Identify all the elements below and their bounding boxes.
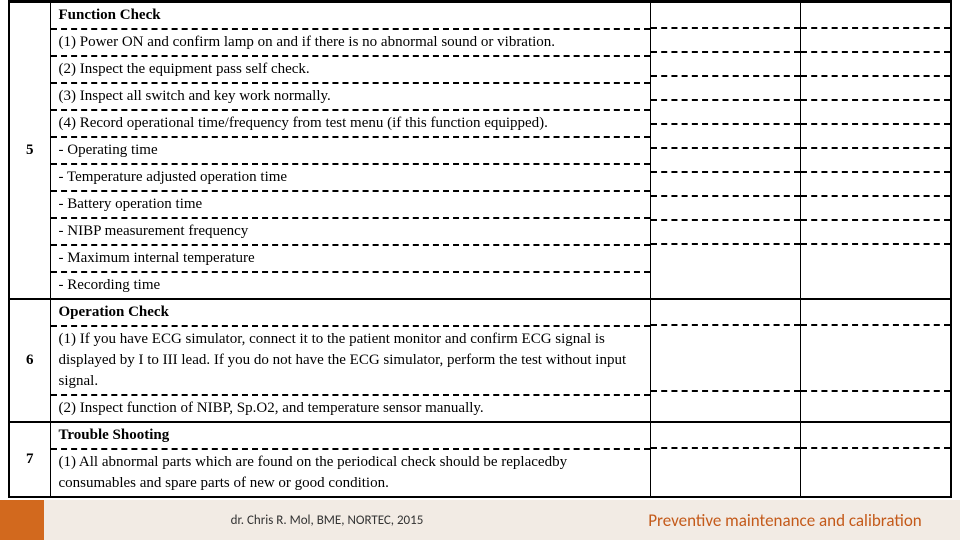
blank-cell [801,27,951,51]
blank-cell [801,3,951,27]
blank-cell [651,99,800,123]
checklist-item: - Battery operation time [51,190,650,217]
blank-cell [801,171,951,195]
blank-cell [801,219,951,243]
table-row: 7 Trouble Shooting (1) All abnormal part… [10,422,950,496]
blank-cell [801,99,951,123]
check-col-1 [650,3,800,299]
slide-footer: dr. Chris R. Mol, BME, NORTEC, 2015 Prev… [0,500,960,540]
blank-cell [801,390,951,414]
blank-cell [801,300,951,324]
blank-cell [651,447,800,491]
blank-cell [801,147,951,171]
checklist-table-wrap: 5 Function Check (1) Power ON and confir… [8,0,952,498]
blank-cell [801,243,951,267]
blank-cell [801,75,951,99]
blank-cell [801,51,951,75]
section-header: Trouble Shooting [51,423,650,448]
check-col-2 [800,299,950,422]
checklist-item: (2) Inspect the equipment pass self chec… [51,55,650,82]
checklist-item: (1) Power ON and confirm lamp on and if … [51,28,650,55]
blank-cell [651,51,800,75]
section-desc-cell: Function Check (1) Power ON and confirm … [50,3,650,299]
check-col-2 [800,3,950,299]
checklist-item: (3) Inspect all switch and key work norm… [51,82,650,109]
checklist-item: (4) Record operational time/frequency fr… [51,109,650,136]
blank-cell [801,447,951,491]
blank-cell [801,123,951,147]
blank-cell [651,390,800,414]
checklist-table: 5 Function Check (1) Power ON and confir… [10,3,950,496]
slide-page: 5 Function Check (1) Power ON and confir… [0,0,960,540]
blank-cell [651,75,800,99]
section-number: 6 [10,299,50,422]
check-col-1 [650,299,800,422]
blank-cell [651,243,800,267]
section-header: Function Check [51,3,650,28]
table-row: 5 Function Check (1) Power ON and confir… [10,3,950,299]
blank-cell [651,219,800,243]
blank-cell [651,300,800,324]
section-header: Operation Check [51,300,650,325]
checklist-item: (1) All abnormal parts which are found o… [51,448,650,496]
footer-title: Preventive maintenance and calibration [610,500,960,540]
blank-cell [651,27,800,51]
blank-cell [801,195,951,219]
blank-cell [651,423,800,447]
section-number: 7 [10,422,50,496]
checklist-item: - NIBP measurement frequency [51,217,650,244]
blank-cell [651,123,800,147]
checklist-item: - Temperature adjusted operation time [51,163,650,190]
section-number: 5 [10,3,50,299]
section-desc-cell: Operation Check (1) If you have ECG simu… [50,299,650,422]
checklist-item: - Operating time [51,136,650,163]
checklist-item: - Recording time [51,271,650,298]
blank-cell [651,171,800,195]
checklist-item: (1) If you have ECG simulator, connect i… [51,325,650,394]
checklist-item: (2) Inspect function of NIBP, Sp.O2, and… [51,394,650,421]
footer-accent-block [0,500,44,540]
blank-cell [651,147,800,171]
blank-cell [651,3,800,27]
blank-cell [801,423,951,447]
check-col-2 [800,422,950,496]
checklist-item: - Maximum internal temperature [51,244,650,271]
section-desc-cell: Trouble Shooting (1) All abnormal parts … [50,422,650,496]
table-row: 6 Operation Check (1) If you have ECG si… [10,299,950,422]
check-col-1 [650,422,800,496]
blank-cell [651,195,800,219]
blank-cell [651,324,800,390]
footer-author: dr. Chris R. Mol, BME, NORTEC, 2015 [44,500,610,540]
blank-cell [801,324,951,390]
